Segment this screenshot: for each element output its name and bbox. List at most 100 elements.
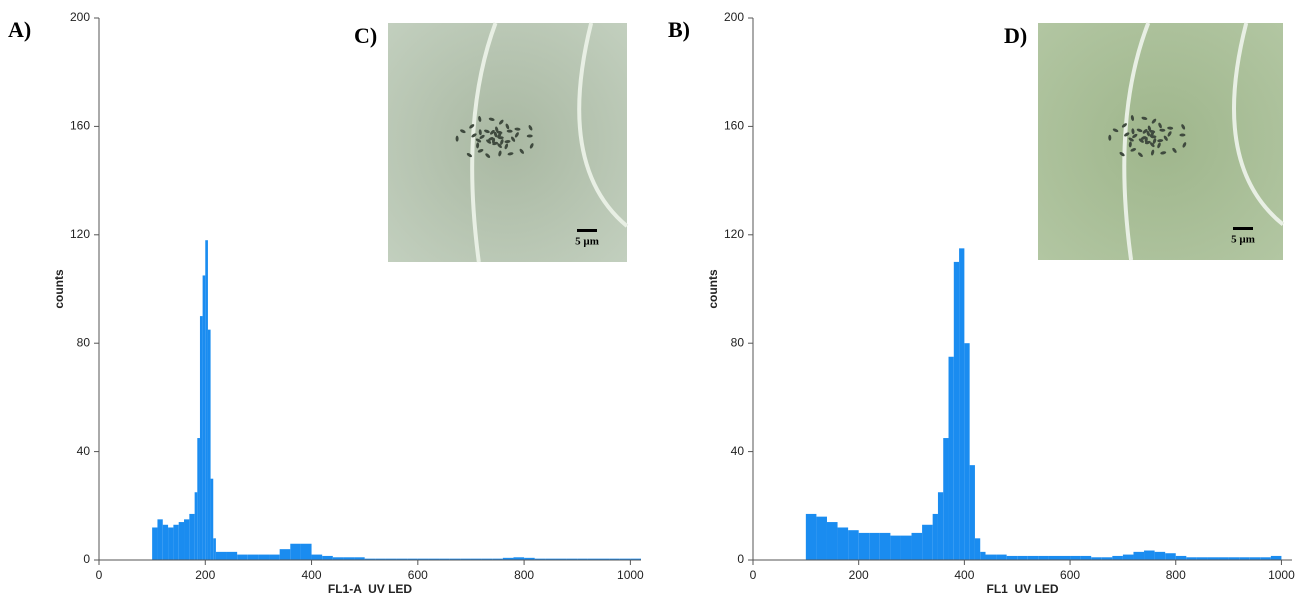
scale-label: 5 µm xyxy=(1231,234,1255,246)
histogram-bar xyxy=(1144,550,1155,560)
histogram-bar xyxy=(210,478,214,560)
chromosome xyxy=(460,129,466,134)
chromosome xyxy=(1121,123,1127,128)
chromosome xyxy=(497,143,502,149)
histogram-bar xyxy=(1101,557,1113,560)
chromosome xyxy=(1167,131,1172,137)
histogram-bar xyxy=(858,532,870,560)
chromosome xyxy=(1163,135,1168,141)
inset-image xyxy=(388,22,629,263)
x-tick-label: 200 xyxy=(849,568,869,582)
chromosome xyxy=(504,143,509,150)
x-tick-label: 800 xyxy=(1166,568,1186,582)
chromosome xyxy=(469,124,475,129)
y-tick-label: 40 xyxy=(731,444,745,458)
chromosome xyxy=(1150,149,1155,156)
histogram-bar xyxy=(816,516,827,560)
y-tick-label: 120 xyxy=(724,227,744,241)
y-tick-label: 0 xyxy=(737,552,744,566)
histogram-bar xyxy=(996,554,1007,560)
chromosome xyxy=(529,143,534,149)
chromosome xyxy=(1149,142,1155,148)
histogram-bar xyxy=(1228,557,1240,560)
histogram-bar xyxy=(1070,555,1081,560)
y-tick-label: 80 xyxy=(77,335,91,349)
histogram-bar xyxy=(974,538,981,560)
histogram-bar xyxy=(555,558,567,560)
x-tick-label: 600 xyxy=(408,568,428,582)
chromosome xyxy=(485,153,491,158)
histogram-bar xyxy=(1260,557,1271,560)
histogram-bar xyxy=(1017,555,1028,560)
histogram-bar xyxy=(1112,555,1123,560)
histogram-bar xyxy=(311,554,323,560)
histogram-bar xyxy=(460,558,471,560)
histogram-bar xyxy=(890,535,901,560)
histogram-bar xyxy=(247,554,259,560)
histogram-bar xyxy=(481,558,493,560)
chromosome xyxy=(1157,142,1161,149)
panel-label: A) xyxy=(8,17,31,42)
chromosome xyxy=(519,148,524,154)
chromosome xyxy=(1146,130,1150,137)
histogram-bar xyxy=(226,551,238,560)
x-tick-label: 1000 xyxy=(1268,568,1295,582)
scale-bar xyxy=(577,229,597,232)
histogram-bar xyxy=(364,558,376,560)
chromosome xyxy=(1159,128,1166,132)
histogram-bar xyxy=(619,558,631,560)
x-tick-label: 600 xyxy=(1060,568,1080,582)
inset-label: D) xyxy=(1004,23,1027,48)
histogram-bar xyxy=(980,551,986,560)
histogram-bar xyxy=(385,558,397,560)
histogram-bar xyxy=(290,543,301,560)
histogram-bar xyxy=(879,532,891,560)
chromosome xyxy=(484,129,490,134)
histogram-bar xyxy=(213,538,216,560)
histogram-bar xyxy=(534,558,546,560)
chromosome xyxy=(526,134,533,138)
chromosome xyxy=(1138,138,1144,143)
histogram-bar xyxy=(1270,555,1282,560)
histogram-bar xyxy=(826,522,838,560)
histogram-bar xyxy=(205,240,208,560)
chromosome xyxy=(495,126,499,133)
histogram-bar xyxy=(577,558,588,560)
histogram-bar xyxy=(157,519,163,560)
histogram-bar xyxy=(197,438,200,560)
chromosome xyxy=(1182,142,1187,148)
chromosome xyxy=(500,139,504,145)
chromosome xyxy=(1128,137,1134,142)
chromosome xyxy=(1136,128,1143,133)
chromosome xyxy=(478,116,482,122)
y-axis-label: counts xyxy=(52,269,66,309)
histogram-bar xyxy=(1091,557,1102,560)
chromosome xyxy=(1152,138,1157,144)
histogram-bar xyxy=(428,558,440,560)
chromosome xyxy=(486,139,492,144)
x-tick-label: 200 xyxy=(195,568,215,582)
chromosome xyxy=(1142,128,1148,134)
chromosome xyxy=(504,140,511,144)
chromosome xyxy=(1151,118,1157,124)
chromosome xyxy=(1149,131,1155,138)
histogram-bar xyxy=(1038,555,1049,560)
x-tick-label: 0 xyxy=(96,568,103,582)
histogram-bar xyxy=(417,558,429,560)
chromosome xyxy=(1130,115,1135,121)
histogram-bar xyxy=(1059,555,1071,560)
histogram-bar xyxy=(837,527,849,560)
scale-bar xyxy=(1233,227,1253,230)
chromosome xyxy=(489,129,495,135)
chromosome xyxy=(476,142,480,149)
chromosome xyxy=(505,123,510,130)
histogram-bar xyxy=(343,557,355,560)
y-tick-label: 0 xyxy=(83,552,90,566)
histogram-bar xyxy=(1122,554,1134,560)
histogram-bar xyxy=(1218,557,1229,560)
histogram-bar xyxy=(805,513,817,560)
panel-label: B) xyxy=(668,17,690,42)
histogram-bar xyxy=(449,558,461,560)
chromosome xyxy=(1167,126,1174,130)
